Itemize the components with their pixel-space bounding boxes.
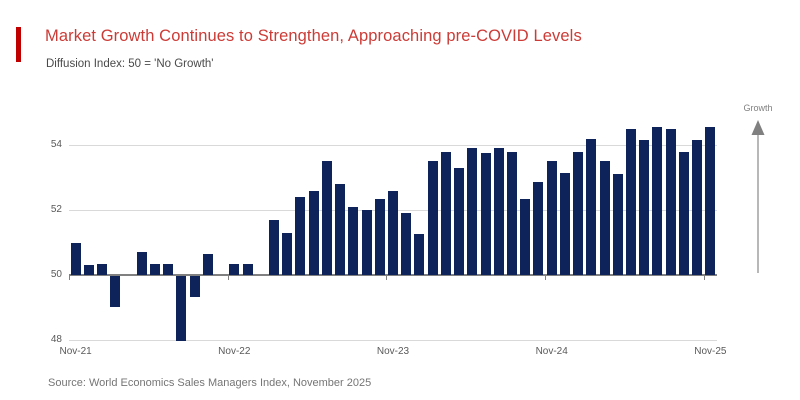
bar-apr-25 bbox=[612, 174, 623, 275]
bar-oct-23 bbox=[374, 198, 385, 275]
y-axis-label-50: 50 bbox=[50, 269, 62, 280]
bar-jul-24 bbox=[493, 148, 504, 275]
growth-annotation-label: Growth bbox=[743, 103, 773, 113]
bar-oct-25 bbox=[692, 140, 703, 275]
bar-aug-25 bbox=[665, 128, 676, 275]
x-axis-label-nov-22: Nov-22 bbox=[218, 346, 251, 357]
bar-jul-23 bbox=[335, 184, 346, 275]
bar-sep-23 bbox=[361, 210, 372, 275]
bar-oct-24 bbox=[533, 182, 544, 275]
x-axis-tick bbox=[703, 276, 705, 280]
bar-sep-22 bbox=[202, 253, 213, 275]
y-axis-label-48: 48 bbox=[50, 334, 62, 345]
bar-dec-23 bbox=[401, 213, 412, 275]
bar-feb-23 bbox=[268, 219, 279, 275]
bar-nov-22 bbox=[229, 263, 240, 275]
bar-may-22 bbox=[149, 263, 160, 275]
x-axis-tick bbox=[69, 276, 70, 280]
baseline-50 bbox=[69, 274, 717, 276]
source-caption: Source: World Economics Sales Managers I… bbox=[48, 377, 372, 389]
bar-nov-21 bbox=[70, 242, 81, 275]
bar-dec-24 bbox=[559, 172, 570, 275]
bar-feb-22 bbox=[110, 276, 121, 307]
bar-nov-23 bbox=[388, 190, 398, 275]
bar-mar-23 bbox=[282, 232, 293, 275]
bar-jul-25 bbox=[652, 127, 663, 275]
x-axis-tick bbox=[227, 276, 229, 280]
title-accent-bar bbox=[16, 27, 21, 62]
bar-may-24 bbox=[467, 148, 478, 275]
bar-mar-25 bbox=[599, 161, 610, 275]
bar-jun-24 bbox=[480, 153, 491, 275]
bar-mar-24 bbox=[440, 151, 451, 275]
bar-dec-22 bbox=[242, 263, 253, 275]
growth-up-arrow-icon bbox=[751, 120, 765, 273]
bar-feb-24 bbox=[427, 161, 438, 275]
x-axis-label-nov-21: Nov-21 bbox=[59, 346, 92, 357]
bar-apr-23 bbox=[295, 197, 306, 275]
x-axis-tick bbox=[545, 276, 547, 280]
bar-jul-22 bbox=[176, 276, 187, 341]
bar-dec-21 bbox=[83, 265, 94, 275]
bar-jun-23 bbox=[321, 161, 332, 275]
bar-aug-22 bbox=[189, 276, 200, 298]
bar-aug-24 bbox=[507, 151, 518, 275]
bar-nov-25 bbox=[705, 127, 716, 275]
gridline-54 bbox=[69, 145, 717, 146]
bar-jun-22 bbox=[163, 263, 174, 275]
x-axis-label-nov-24: Nov-24 bbox=[535, 346, 568, 357]
bar-apr-22 bbox=[136, 252, 147, 275]
y-axis-label-54: 54 bbox=[50, 139, 62, 150]
gridline-48 bbox=[69, 340, 717, 341]
bar-feb-25 bbox=[586, 138, 597, 275]
x-axis-tick bbox=[386, 276, 388, 280]
bar-nov-24 bbox=[546, 161, 557, 275]
bar-sep-24 bbox=[520, 198, 531, 275]
bar-aug-23 bbox=[348, 206, 359, 275]
x-axis-label-nov-25: Nov-25 bbox=[694, 346, 727, 357]
bar-jan-25 bbox=[573, 151, 584, 275]
bar-may-23 bbox=[308, 190, 319, 275]
bar-may-25 bbox=[626, 128, 637, 275]
bar-apr-24 bbox=[454, 167, 465, 275]
y-axis-label-52: 52 bbox=[50, 204, 62, 215]
bar-sep-25 bbox=[678, 151, 689, 275]
bar-jan-24 bbox=[414, 234, 425, 275]
bar-jan-22 bbox=[97, 263, 108, 275]
chart-subtitle: Diffusion Index: 50 = 'No Growth' bbox=[46, 58, 214, 70]
chart-title: Market Growth Continues to Strengthen, A… bbox=[45, 27, 582, 45]
bar-jun-25 bbox=[639, 140, 650, 275]
x-axis-label-nov-23: Nov-23 bbox=[376, 346, 410, 357]
